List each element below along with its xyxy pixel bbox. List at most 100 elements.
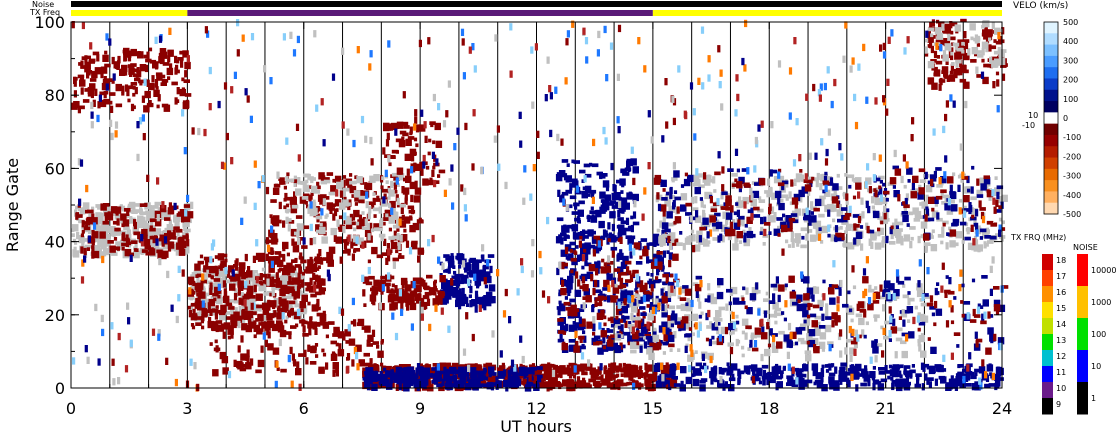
echo-cell xyxy=(134,77,141,82)
echo-cell xyxy=(695,275,703,280)
echo-cell xyxy=(413,137,418,142)
echo-cell xyxy=(676,206,680,214)
echo-cell xyxy=(995,380,999,388)
echo-cell xyxy=(867,205,871,214)
echo-cell xyxy=(373,174,380,182)
echo-cell xyxy=(709,178,713,183)
echo-cell xyxy=(308,185,312,189)
echo-cell xyxy=(752,190,760,199)
echo-cell xyxy=(105,228,109,236)
echo-cell xyxy=(83,238,90,242)
echo-cell xyxy=(97,206,104,210)
echo-cell xyxy=(87,92,91,97)
echo-cell xyxy=(631,273,635,277)
echo-cell xyxy=(797,236,801,244)
echo-cell xyxy=(121,233,125,241)
echo-cell xyxy=(478,301,486,309)
echo-cell xyxy=(730,363,738,371)
echo-cell xyxy=(975,209,979,217)
echo-cell xyxy=(292,291,299,295)
echo-cell xyxy=(505,368,509,377)
echo-cell xyxy=(859,225,864,229)
echo-cell xyxy=(543,382,551,387)
echo-cell xyxy=(684,333,691,338)
echo-cell xyxy=(409,216,413,221)
echo-cell xyxy=(617,209,621,218)
echo-cell xyxy=(168,219,172,227)
echo-cell xyxy=(769,187,773,195)
echo-cell xyxy=(433,279,437,284)
echo-cell xyxy=(141,95,145,103)
echo-cell xyxy=(823,189,831,197)
echo-cell xyxy=(495,382,499,390)
echo-cell xyxy=(392,208,396,212)
echo-cell xyxy=(159,234,166,239)
echo-cell xyxy=(182,220,186,228)
echo-cell xyxy=(566,163,570,167)
echo-cell xyxy=(745,325,752,330)
echo-cell xyxy=(205,262,209,270)
echo-cell xyxy=(606,347,614,351)
echo-cell xyxy=(531,363,536,371)
echo-cell xyxy=(287,291,294,296)
echo-cell xyxy=(892,165,899,170)
echo-cell xyxy=(629,251,633,259)
echo-cell xyxy=(594,261,601,269)
echo-cell xyxy=(400,206,404,214)
echo-cell xyxy=(947,176,954,184)
echo-cell xyxy=(740,295,744,299)
echo-cell xyxy=(814,220,822,228)
echo-cell xyxy=(192,282,196,286)
echo-cell xyxy=(728,301,732,306)
echo-cell xyxy=(803,318,810,326)
echo-cell xyxy=(262,316,269,320)
echo-cell xyxy=(318,172,325,180)
echo-cell xyxy=(266,313,273,321)
echo-cell xyxy=(80,87,84,95)
echo-cell xyxy=(398,216,406,221)
echo-cell xyxy=(395,296,403,300)
echo-cell xyxy=(312,267,320,271)
echo-cell xyxy=(965,383,972,387)
echo-cell xyxy=(132,68,139,73)
echo-cell xyxy=(483,363,487,368)
echo-cell xyxy=(222,260,226,268)
echo-cell xyxy=(387,254,391,262)
echo-cell xyxy=(671,239,675,243)
echo-cell xyxy=(878,175,885,180)
echo-cell xyxy=(172,230,176,238)
echo-cell xyxy=(485,275,492,284)
echo-cell xyxy=(650,273,654,277)
echo-cell xyxy=(791,197,799,205)
echo-cell xyxy=(741,345,745,350)
echo-cell xyxy=(717,284,721,288)
echo-cell xyxy=(922,363,930,368)
echo-cell xyxy=(903,234,911,242)
echo-cell xyxy=(811,294,815,302)
echo-cell xyxy=(368,201,372,206)
echo-cell xyxy=(460,372,464,377)
echo-cell xyxy=(169,63,173,71)
echo-cell xyxy=(478,370,485,375)
echo-cell xyxy=(77,106,81,114)
echo-cell xyxy=(590,206,594,211)
echo-cell xyxy=(968,210,972,215)
echo-cell xyxy=(81,220,85,228)
echo-cell xyxy=(788,191,792,199)
echo-cell xyxy=(980,211,985,220)
echo-cell xyxy=(930,178,934,187)
echo-cell xyxy=(872,210,880,219)
echo-cell xyxy=(716,291,724,300)
echo-cell xyxy=(295,215,303,219)
echo-cell xyxy=(365,367,372,375)
echo-cell xyxy=(335,208,339,212)
echo-cell xyxy=(637,332,644,337)
echo-cell xyxy=(690,196,695,205)
echo-cell xyxy=(644,334,652,338)
echo-cell xyxy=(150,239,154,248)
echo-cell xyxy=(82,245,86,250)
echo-cell xyxy=(843,240,847,248)
echo-cell xyxy=(294,300,298,308)
echo-cell xyxy=(418,217,422,222)
echo-cell xyxy=(390,125,398,129)
